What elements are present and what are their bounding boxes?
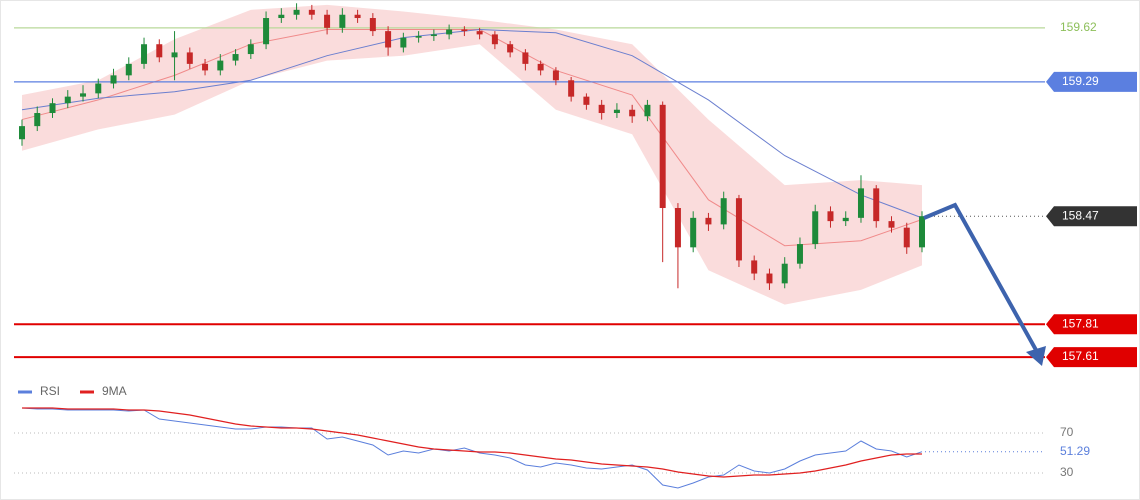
candle-body	[217, 60, 224, 71]
candle-body	[903, 227, 910, 248]
level-label: 157.81	[1062, 316, 1099, 330]
legend-label: 9MA	[102, 384, 127, 398]
level-label-box	[1046, 347, 1137, 368]
last-price-label: 158.47	[1062, 208, 1099, 222]
candle-body	[583, 96, 590, 105]
candle-body	[781, 263, 788, 284]
series-line	[22, 407, 922, 478]
candle-body	[95, 83, 102, 94]
candle-body	[385, 31, 392, 48]
candle-body	[186, 52, 193, 64]
candle-body	[537, 63, 544, 71]
candle-body	[80, 93, 87, 97]
candle-body	[171, 52, 178, 58]
candle-body	[339, 14, 346, 28]
candle-body	[690, 217, 697, 248]
level-label-box	[1046, 314, 1137, 335]
candle-body	[461, 29, 468, 32]
level-label: 157.61	[1062, 349, 1099, 363]
candle-body	[141, 44, 148, 64]
candle-body	[324, 14, 331, 28]
candle-body	[522, 52, 529, 64]
last-price-box	[1046, 206, 1137, 227]
candle-body	[674, 208, 681, 248]
candle-body	[888, 221, 895, 228]
candle-body	[125, 63, 132, 76]
candle-body	[812, 211, 819, 245]
candle-body	[49, 103, 56, 114]
candle-body	[232, 54, 239, 61]
candle-body	[796, 244, 803, 264]
candle-body	[507, 44, 514, 53]
y-tick-label: 70	[1060, 425, 1074, 439]
candle-body	[735, 198, 742, 261]
candle-body	[873, 188, 880, 222]
level-label: 159.29	[1062, 74, 1099, 88]
candle-body	[613, 109, 620, 114]
candle-body	[430, 34, 437, 37]
candle-body	[446, 29, 453, 35]
candle-body	[415, 36, 422, 38]
candle-body	[156, 44, 163, 58]
candle-body	[857, 188, 864, 218]
candle-body	[110, 75, 117, 84]
candle-body	[919, 216, 925, 248]
level-label: 159.62	[1060, 20, 1097, 34]
candle-body	[369, 18, 376, 32]
candle-body	[247, 44, 254, 55]
candle-body	[64, 96, 71, 104]
candle-body	[552, 70, 559, 81]
candle-body	[842, 217, 849, 222]
candle-body	[400, 37, 407, 48]
bollinger-band	[22, 4, 922, 305]
candle-body	[308, 9, 315, 15]
legend-label: RSI	[40, 384, 60, 398]
candle-body	[476, 31, 483, 35]
candle-body	[705, 217, 712, 225]
arrow-head	[1026, 346, 1046, 366]
candle-body	[644, 104, 651, 117]
y-tick-label: 30	[1060, 465, 1074, 479]
last-value-label: 51.29	[1060, 444, 1090, 458]
candle-body	[751, 260, 758, 274]
candle-body	[598, 104, 605, 114]
series-line	[21, 407, 923, 489]
projection-arrow	[923, 202, 1038, 351]
candle-body	[263, 18, 270, 45]
candle-body	[629, 109, 636, 117]
candle-body	[202, 63, 209, 71]
candle-body	[659, 104, 666, 209]
candle-body	[568, 80, 575, 97]
candle-body	[491, 34, 498, 45]
candle-body	[19, 126, 25, 140]
candle-body	[827, 211, 834, 222]
candle-body	[293, 9, 300, 15]
candle-body	[766, 273, 773, 284]
candle-body	[720, 198, 727, 225]
candle-body	[278, 14, 285, 19]
candle-body	[34, 113, 41, 127]
level-label-box	[1046, 71, 1137, 92]
candle-body	[354, 14, 361, 19]
